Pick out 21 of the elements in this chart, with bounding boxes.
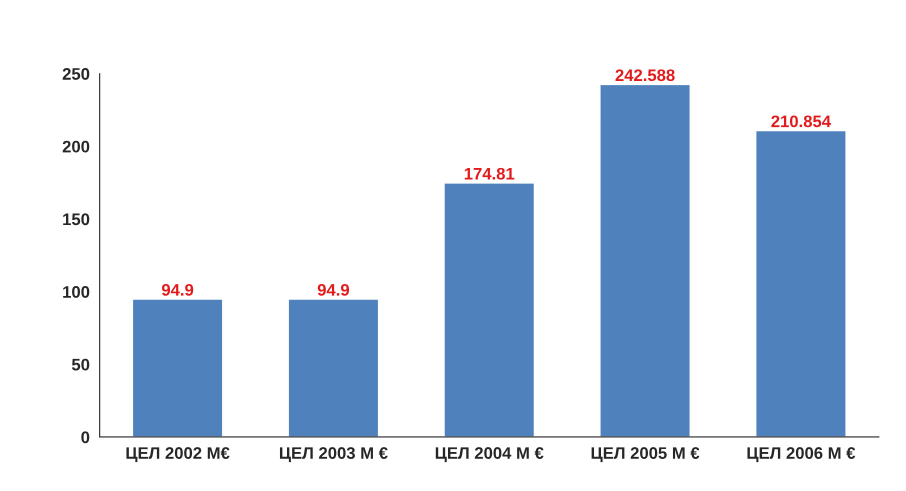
data-label: 174.81 — [464, 168, 514, 180]
x-tick-label: ЦЕЛ 2005 М € — [592, 447, 700, 462]
y-tick-label: 100 — [63, 286, 90, 298]
y-tick-label: 50 — [72, 358, 90, 371]
bar — [288, 298, 380, 437]
y-tick-label: 200 — [62, 140, 90, 153]
y-tick-label: 0 — [81, 431, 90, 444]
data-label: 94.9 — [318, 284, 350, 296]
data-label: 242.588 — [616, 69, 675, 82]
y-tick-label: 150 — [63, 213, 90, 226]
y-tick-label: 250 — [62, 68, 90, 80]
data-label: 94.9 — [162, 284, 194, 296]
bar — [443, 182, 536, 437]
x-tick-label: ЦЕЛ 2006 М € — [747, 447, 856, 462]
data-label: 210.854 — [771, 115, 831, 128]
x-tick-label: ЦЕЛ 2003 М € — [280, 447, 388, 462]
bar — [755, 130, 847, 437]
x-tick-label: ЦЕЛ 2002 М€ — [126, 447, 230, 462]
bar — [599, 84, 691, 437]
x-tick-label: ЦЕЛ 2004 М € — [436, 447, 544, 462]
bar — [132, 298, 224, 437]
